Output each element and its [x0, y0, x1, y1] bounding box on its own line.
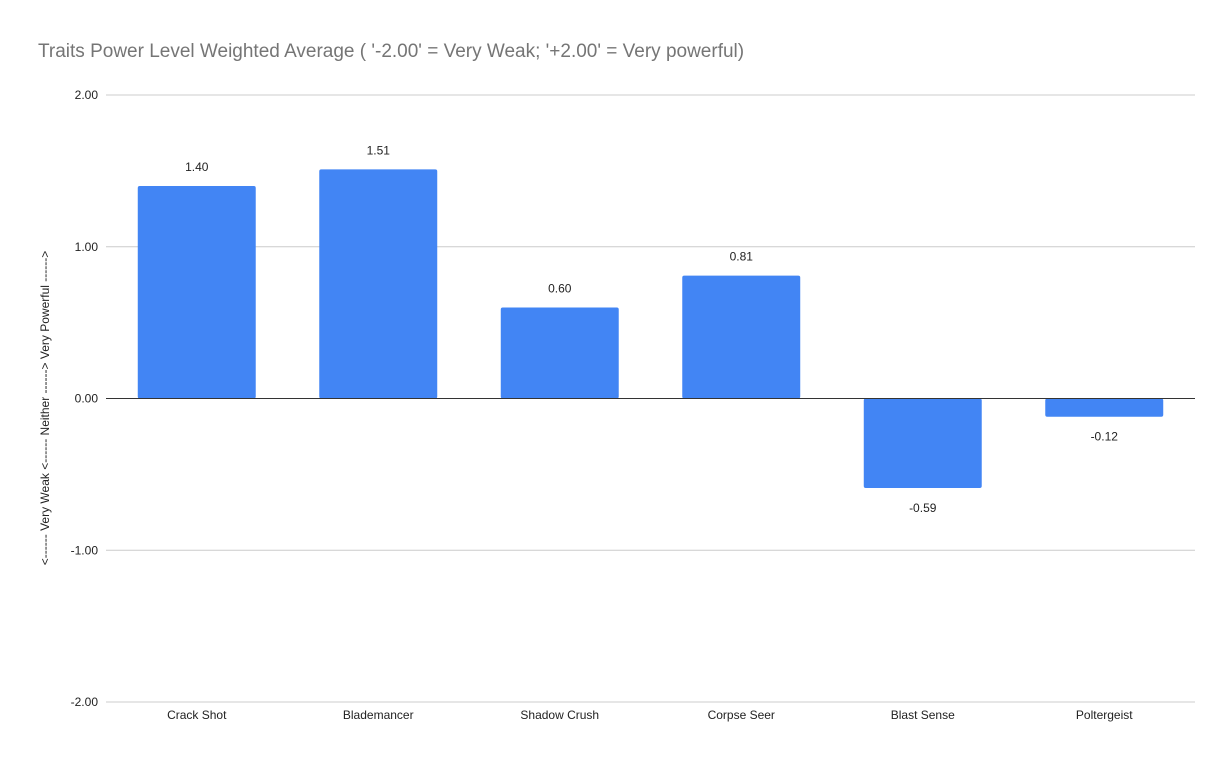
data-label: 1.40: [185, 160, 209, 174]
data-label: -0.12: [1091, 430, 1119, 444]
x-tick-label: Blast Sense: [891, 708, 955, 722]
bar: [682, 275, 801, 399]
y-axis-tick-labels: 2.00 1.00 0.00 -1.00 -2.00: [71, 88, 99, 709]
x-tick-label: Corpse Seer: [708, 708, 775, 722]
data-label: 1.51: [367, 143, 391, 157]
data-labels: 1.40 1.51 0.60 0.81 -0.59 -0.12: [185, 143, 1118, 515]
x-tick-label: Blademancer: [343, 708, 414, 722]
bar: [500, 307, 619, 399]
x-tick-label: Poltergeist: [1076, 708, 1133, 722]
bar: [137, 186, 256, 399]
data-label: -0.59: [909, 501, 937, 515]
y-tick-label: 1.00: [75, 240, 99, 254]
y-tick-label: 2.00: [75, 88, 99, 102]
bar: [863, 398, 982, 489]
chart-title: Traits Power Level Weighted Average ( '-…: [38, 41, 744, 62]
data-label: 0.81: [730, 250, 754, 264]
gridlines: [106, 94, 1195, 703]
x-tick-label: Crack Shot: [167, 708, 227, 722]
bar: [319, 169, 438, 399]
data-label: 0.60: [548, 281, 572, 295]
bar: [1045, 398, 1164, 417]
y-tick-label: -2.00: [71, 695, 99, 709]
x-tick-label: Shadow Crush: [520, 708, 599, 722]
y-axis-title: <------ Very Weak <------ Neither ------…: [38, 251, 52, 565]
x-axis-tick-labels: Crack Shot Blademancer Shadow Crush Corpse …: [167, 708, 1133, 722]
y-tick-label: 0.00: [75, 392, 99, 406]
y-tick-label: -1.00: [71, 543, 99, 557]
bars: [137, 169, 1164, 489]
